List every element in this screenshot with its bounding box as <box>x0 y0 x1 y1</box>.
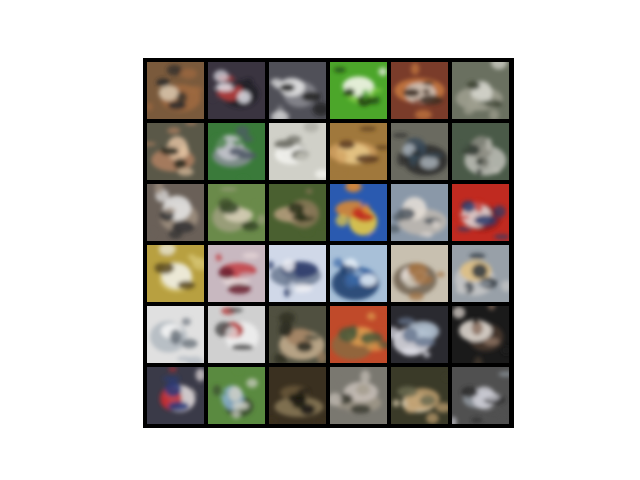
tile-image <box>269 184 326 241</box>
tile-image <box>452 123 509 180</box>
tile-image <box>391 306 448 363</box>
image-grid <box>147 62 509 424</box>
tile-image <box>208 245 265 302</box>
tile-image <box>208 367 265 424</box>
image-tile <box>147 245 204 302</box>
tile-image <box>208 184 265 241</box>
tile-image <box>208 306 265 363</box>
tile-image <box>391 367 448 424</box>
tile-image <box>269 306 326 363</box>
image-tile <box>391 367 448 424</box>
tile-image <box>452 62 509 119</box>
tile-image <box>452 306 509 363</box>
image-tile <box>330 184 387 241</box>
image-tile <box>452 184 509 241</box>
image-tile <box>147 306 204 363</box>
image-tile <box>269 184 326 241</box>
image-tile <box>391 245 448 302</box>
image-grid-frame <box>143 58 514 428</box>
image-tile <box>330 306 387 363</box>
tile-image <box>269 123 326 180</box>
image-tile <box>269 245 326 302</box>
tile-image <box>147 184 204 241</box>
image-tile <box>391 184 448 241</box>
image-tile <box>391 123 448 180</box>
image-tile <box>269 62 326 119</box>
image-tile <box>147 367 204 424</box>
tile-image <box>269 62 326 119</box>
image-tile <box>452 123 509 180</box>
tile-image <box>147 62 204 119</box>
image-tile <box>452 367 509 424</box>
tile-image <box>330 245 387 302</box>
tile-image <box>452 184 509 241</box>
tile-image <box>147 245 204 302</box>
image-tile <box>452 306 509 363</box>
image-tile <box>330 62 387 119</box>
image-tile <box>269 306 326 363</box>
tile-image <box>269 367 326 424</box>
image-tile <box>452 245 509 302</box>
image-tile <box>391 306 448 363</box>
image-tile <box>452 62 509 119</box>
tile-image <box>452 367 509 424</box>
tile-image <box>391 184 448 241</box>
image-tile <box>208 367 265 424</box>
image-tile <box>208 306 265 363</box>
tile-image <box>330 184 387 241</box>
tile-image <box>330 306 387 363</box>
tile-image <box>147 123 204 180</box>
tile-image <box>208 123 265 180</box>
tile-image <box>391 62 448 119</box>
tile-image <box>330 367 387 424</box>
tile-image <box>208 62 265 119</box>
image-tile <box>147 62 204 119</box>
tile-image <box>391 245 448 302</box>
image-tile <box>330 367 387 424</box>
image-tile <box>147 184 204 241</box>
image-tile <box>391 62 448 119</box>
image-tile <box>269 367 326 424</box>
image-tile <box>330 123 387 180</box>
tile-image <box>147 306 204 363</box>
tile-image <box>330 62 387 119</box>
image-tile <box>147 123 204 180</box>
image-tile <box>208 245 265 302</box>
tile-image <box>147 367 204 424</box>
image-tile <box>269 123 326 180</box>
tile-image <box>269 245 326 302</box>
image-tile <box>208 123 265 180</box>
tile-image <box>330 123 387 180</box>
image-tile <box>208 184 265 241</box>
image-tile <box>330 245 387 302</box>
image-tile <box>208 62 265 119</box>
tile-image <box>452 245 509 302</box>
tile-image <box>391 123 448 180</box>
